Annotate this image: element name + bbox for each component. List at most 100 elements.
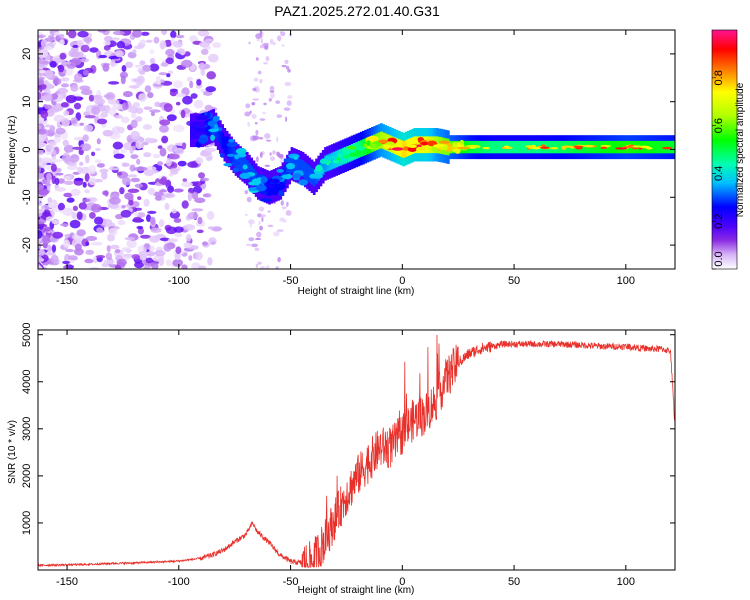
ridge-blob: [224, 136, 230, 141]
ridge-blob: [260, 177, 266, 183]
noise-blob: [158, 219, 165, 228]
noise-blob: [272, 42, 276, 46]
noise-blob: [185, 234, 192, 242]
noise-blob: [85, 236, 98, 241]
noise-blob: [181, 59, 193, 68]
noise-blob: [163, 192, 176, 199]
noise-blob: [140, 31, 150, 36]
noise-blob: [69, 219, 81, 229]
noise-blob: [122, 176, 131, 186]
ridge-blob: [368, 143, 379, 149]
noise-blob: [169, 168, 180, 172]
noise-blob: [174, 252, 181, 260]
noise-blob: [38, 266, 43, 269]
noise-blob: [182, 95, 193, 105]
noise-blob: [38, 255, 42, 263]
noise-blob: [139, 60, 146, 66]
noise-blob: [114, 114, 123, 119]
ridge-blob: [283, 173, 292, 180]
noise-blob: [124, 237, 136, 241]
x-tick-label: -150: [56, 576, 78, 588]
ridge-blob: [298, 179, 309, 186]
colorbar-tick-label: 0.2: [713, 214, 725, 229]
snr-x-label: Height of straight line (km): [298, 585, 415, 596]
y-tick-label: 2000: [21, 464, 33, 488]
ridge-core: [583, 140, 587, 154]
ridge-core: [228, 142, 231, 159]
noise-blob: [183, 242, 192, 249]
noise-blob: [284, 59, 289, 64]
noise-blob: [54, 187, 67, 192]
noise-blob: [182, 142, 187, 150]
noise-blob: [38, 35, 44, 39]
noise-blob: [133, 167, 145, 171]
ridge-blob: [433, 144, 445, 148]
x-tick-label: -150: [56, 275, 78, 287]
noise-blob: [267, 224, 274, 228]
ridge-core: [610, 140, 613, 154]
noise-blob: [269, 38, 274, 45]
ridge-core: [205, 120, 209, 137]
chart-title: PAZ1.2025.272.01.40.G31: [274, 3, 440, 19]
x-tick-label: 100: [617, 275, 635, 287]
noise-blob: [96, 227, 104, 233]
ridge-blob: [219, 153, 225, 158]
noise-blob: [49, 60, 57, 68]
noise-blob: [198, 172, 205, 179]
noise-blob: [276, 229, 284, 232]
noise-blob: [44, 104, 52, 110]
noise-blob: [266, 139, 272, 142]
noise-blob: [135, 77, 144, 86]
ridge-blob: [531, 147, 541, 150]
ridge-core: [514, 140, 517, 154]
noise-blob: [287, 95, 293, 99]
noise-blob: [283, 107, 291, 111]
noise-blob: [80, 89, 93, 96]
noise-blob: [147, 92, 154, 99]
noise-blob: [286, 100, 292, 106]
noise-blob: [76, 39, 84, 48]
noise-blob: [259, 266, 265, 269]
noise-blob: [260, 38, 263, 44]
y-tick-label: 20: [21, 48, 33, 60]
noise-blob: [127, 107, 137, 113]
noise-blob: [51, 149, 57, 157]
ridge-blob: [583, 144, 594, 148]
noise-blob: [121, 116, 130, 124]
noise-blob: [159, 237, 170, 242]
noise-blob: [258, 221, 261, 225]
noise-blob: [275, 266, 279, 269]
noise-blob: [57, 178, 65, 184]
noise-blob: [188, 187, 195, 194]
noise-blob: [60, 77, 70, 82]
noise-blob: [197, 216, 203, 225]
noise-blob: [94, 159, 102, 164]
noise-blob: [139, 39, 147, 45]
noise-blob: [277, 257, 281, 263]
noise-blob: [208, 53, 219, 63]
noise-blob: [106, 245, 111, 253]
noise-blob: [85, 249, 95, 255]
signal-ridge: [190, 108, 675, 205]
noise-blob: [133, 216, 142, 222]
noise-blob: [55, 127, 66, 135]
noise-blob: [84, 173, 90, 182]
noise-blob: [72, 146, 83, 150]
noise-blob: [269, 90, 275, 93]
noise-blob: [108, 81, 120, 85]
ridge-blob: [274, 183, 286, 190]
noise-blob: [149, 63, 160, 72]
ridge-blob: [231, 160, 241, 167]
noise-blob: [165, 57, 174, 65]
noise-blob: [173, 80, 184, 88]
colorbar: 0.0 0.2 0.4 0.6 0.8 Normalized spectral ampl…: [711, 29, 746, 270]
noise-blob: [273, 231, 280, 237]
noise-blob: [117, 220, 126, 226]
ridge-blob: [270, 178, 280, 184]
noise-blob: [177, 160, 187, 167]
noise-blob: [48, 202, 54, 209]
noise-blob: [137, 196, 142, 201]
ridge-blob: [273, 191, 278, 196]
ridge-blob: [456, 146, 471, 150]
